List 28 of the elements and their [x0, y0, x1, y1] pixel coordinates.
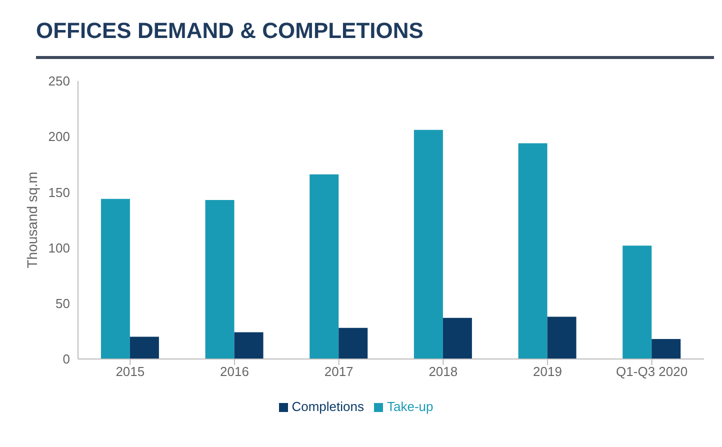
y-tick-label: 0	[62, 352, 70, 367]
y-tick-label: 150	[48, 184, 70, 200]
x-tick-label: 2015	[116, 364, 145, 380]
y-axis-title: Thousand sq.m	[24, 172, 40, 268]
x-tick-label: Q1-Q3 2020	[616, 364, 688, 380]
bar	[547, 316, 576, 359]
bar	[205, 200, 234, 359]
chart-title: OFFICES DEMAND & COMPLETIONS	[36, 18, 714, 59]
bar	[130, 336, 159, 359]
bar	[100, 198, 130, 359]
bar	[338, 328, 368, 359]
x-tick-label: 2018	[428, 364, 458, 380]
x-tick-label: 2019	[533, 364, 562, 380]
x-tick-label: 2017	[324, 364, 354, 380]
bar	[310, 174, 339, 359]
bar	[518, 143, 548, 359]
y-tick-label: 100	[48, 240, 70, 256]
bar	[622, 246, 652, 359]
y-tick-label: 250	[48, 74, 70, 89]
bar	[442, 318, 472, 359]
bar	[414, 130, 443, 359]
y-tick-label: 50	[56, 296, 70, 312]
legend-label: Take-up	[387, 399, 434, 414]
bar	[652, 338, 681, 359]
legend-label: Completions	[292, 399, 364, 414]
bar	[234, 332, 264, 359]
x-tick-label: 2016	[220, 364, 249, 380]
y-tick-label: 200	[48, 129, 70, 144]
